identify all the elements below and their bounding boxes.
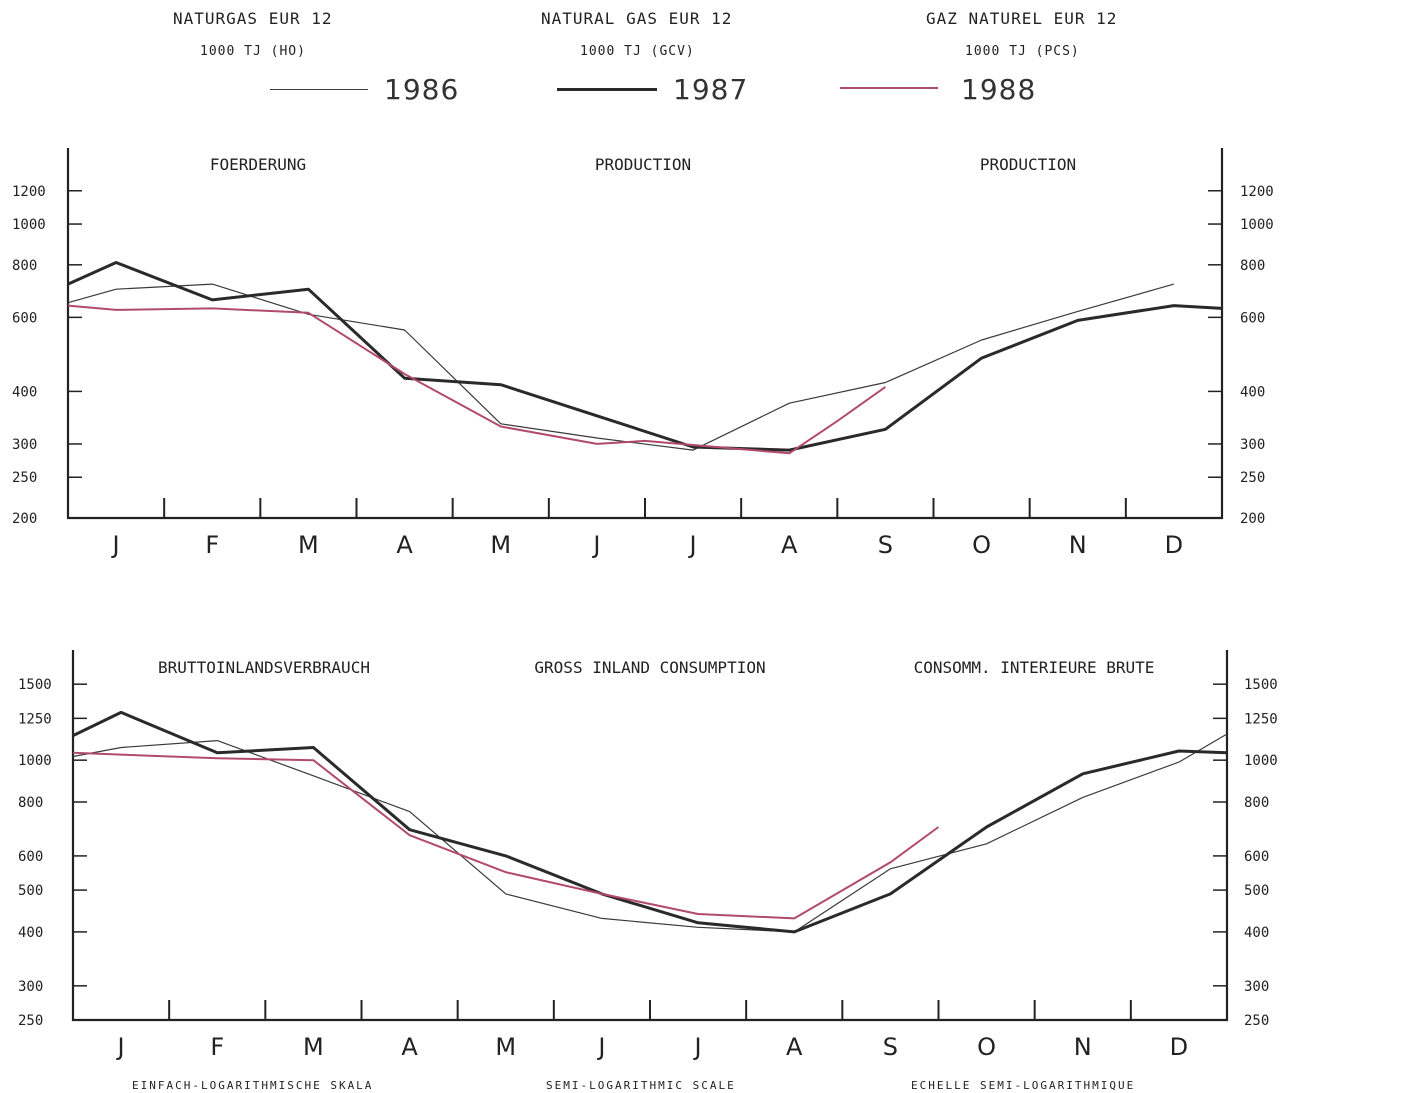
panel-title: CONSOMM. INTERIEURE BRUTE — [914, 658, 1155, 677]
y-tick-label-right: 800 — [1240, 258, 1265, 274]
header-title-de: NATURGAS EUR 12 — [173, 9, 333, 28]
header-unit-en: 1000 TJ (GCV) — [580, 44, 695, 59]
legend-swatch-1988 — [840, 87, 938, 89]
y-tick-label-right: 800 — [1244, 795, 1269, 811]
panel-title: GROSS INLAND CONSUMPTION — [534, 658, 765, 677]
legend-swatch-1987 — [557, 88, 657, 91]
consumption-chart: BRUTTOINLANDSVERBRAUCH GROSS INLAND CONSU… — [18, 650, 1278, 1061]
y-tick-label-right: 250 — [1240, 470, 1265, 486]
y-tick-label-left: 200 — [12, 511, 37, 527]
y-tick-label-right: 1000 — [1244, 753, 1278, 769]
series-line-1987 — [67, 261, 1223, 452]
y-tick-label-left: 800 — [18, 795, 43, 811]
legend-swatch-1986 — [270, 89, 368, 90]
series-line-1988 — [67, 304, 886, 455]
month-label: J — [596, 1033, 605, 1061]
y-tick-label-left: 1000 — [18, 753, 52, 769]
month-label: J — [116, 1033, 125, 1061]
y-tick-label-right: 250 — [1244, 1013, 1269, 1029]
header-title-en: NATURAL GAS EUR 12 — [541, 9, 733, 28]
month-label: F — [205, 531, 219, 559]
y-tick-label-right: 300 — [1240, 437, 1265, 453]
axes-frame — [71, 650, 1229, 1022]
month-label: M — [490, 531, 511, 559]
header-unit-fr: 1000 TJ (PCS) — [965, 44, 1080, 59]
y-tick-label-left: 1500 — [18, 677, 52, 693]
month-label: D — [1165, 531, 1183, 559]
y-tick-label-left: 500 — [18, 883, 43, 899]
production-chart: FOERDERUNG PRODUCTION PRODUCTION 200 200 250 2… — [12, 148, 1274, 559]
panel-title: PRODUCTION — [980, 155, 1076, 174]
y-tick-label-left: 600 — [12, 310, 37, 326]
y-tick-label-left: 300 — [12, 437, 37, 453]
header-title-fr: GAZ NATUREL EUR 12 — [926, 9, 1118, 28]
y-tick-label-right: 500 — [1244, 883, 1269, 899]
y-tick-label-right: 600 — [1244, 849, 1269, 865]
y-tick-label-right: 1200 — [1240, 184, 1274, 200]
month-label: N — [1074, 1033, 1092, 1061]
y-tick-label-right: 1000 — [1240, 217, 1274, 233]
y-tick-label-left: 600 — [18, 849, 43, 865]
legend-label-1988: 1988 — [961, 73, 1037, 106]
series-line-1986 — [72, 733, 1228, 933]
month-label: O — [977, 1033, 996, 1061]
y-tick-label-left: 800 — [12, 258, 37, 274]
month-label: A — [786, 1033, 803, 1061]
panel-title: BRUTTOINLANDSVERBRAUCH — [158, 658, 370, 677]
month-label: N — [1069, 531, 1087, 559]
y-tick-label-left: 250 — [18, 1013, 43, 1029]
y-tick-label-left: 300 — [18, 979, 43, 995]
y-tick-label-right: 1500 — [1244, 677, 1278, 693]
month-label: A — [401, 1033, 418, 1061]
y-tick-label-left: 1200 — [12, 184, 46, 200]
y-tick-label-left: 1250 — [18, 711, 52, 727]
month-label: A — [396, 531, 413, 559]
y-tick-label-left: 400 — [12, 384, 37, 400]
y-tick-label-right: 300 — [1244, 979, 1269, 995]
y-tick-label-left: 400 — [18, 925, 43, 941]
month-label: J — [693, 1033, 702, 1061]
y-tick-label-right: 400 — [1240, 384, 1265, 400]
legend-label-1986: 1986 — [384, 73, 460, 106]
month-label: J — [591, 531, 600, 559]
legend-label-1987: 1987 — [673, 73, 749, 106]
month-label: M — [303, 1033, 324, 1061]
series-line-1988 — [72, 751, 940, 920]
month-label: M — [298, 531, 319, 559]
header-unit-de: 1000 TJ (HO) — [200, 44, 306, 59]
y-tick-label-right: 200 — [1240, 511, 1265, 527]
month-label: J — [111, 531, 120, 559]
month-label: S — [883, 1033, 898, 1061]
month-label: F — [210, 1033, 224, 1061]
series-line-1986 — [67, 283, 1175, 451]
month-label: A — [781, 531, 798, 559]
y-tick-label-left: 1000 — [12, 217, 46, 233]
panel-title: FOERDERUNG — [210, 155, 306, 174]
month-label: S — [878, 531, 893, 559]
month-label: J — [688, 531, 697, 559]
panel-title: PRODUCTION — [595, 155, 691, 174]
y-tick-label-right: 1250 — [1244, 711, 1278, 727]
month-label: O — [972, 531, 991, 559]
footer-scale-fr: ECHELLE SEMI-LOGARITHMIQUE — [911, 1079, 1136, 1092]
footer-scale-en: SEMI-LOGARITHMIC SCALE — [546, 1079, 736, 1092]
series-line-1987 — [72, 710, 1228, 934]
month-label: M — [495, 1033, 516, 1061]
y-tick-label-left: 250 — [12, 470, 37, 486]
footer-scale-de: EINFACH-LOGARITHMISCHE SKALA — [132, 1079, 374, 1092]
y-tick-label-right: 600 — [1240, 310, 1265, 326]
month-label: D — [1170, 1033, 1188, 1061]
y-tick-label-right: 400 — [1244, 925, 1269, 941]
